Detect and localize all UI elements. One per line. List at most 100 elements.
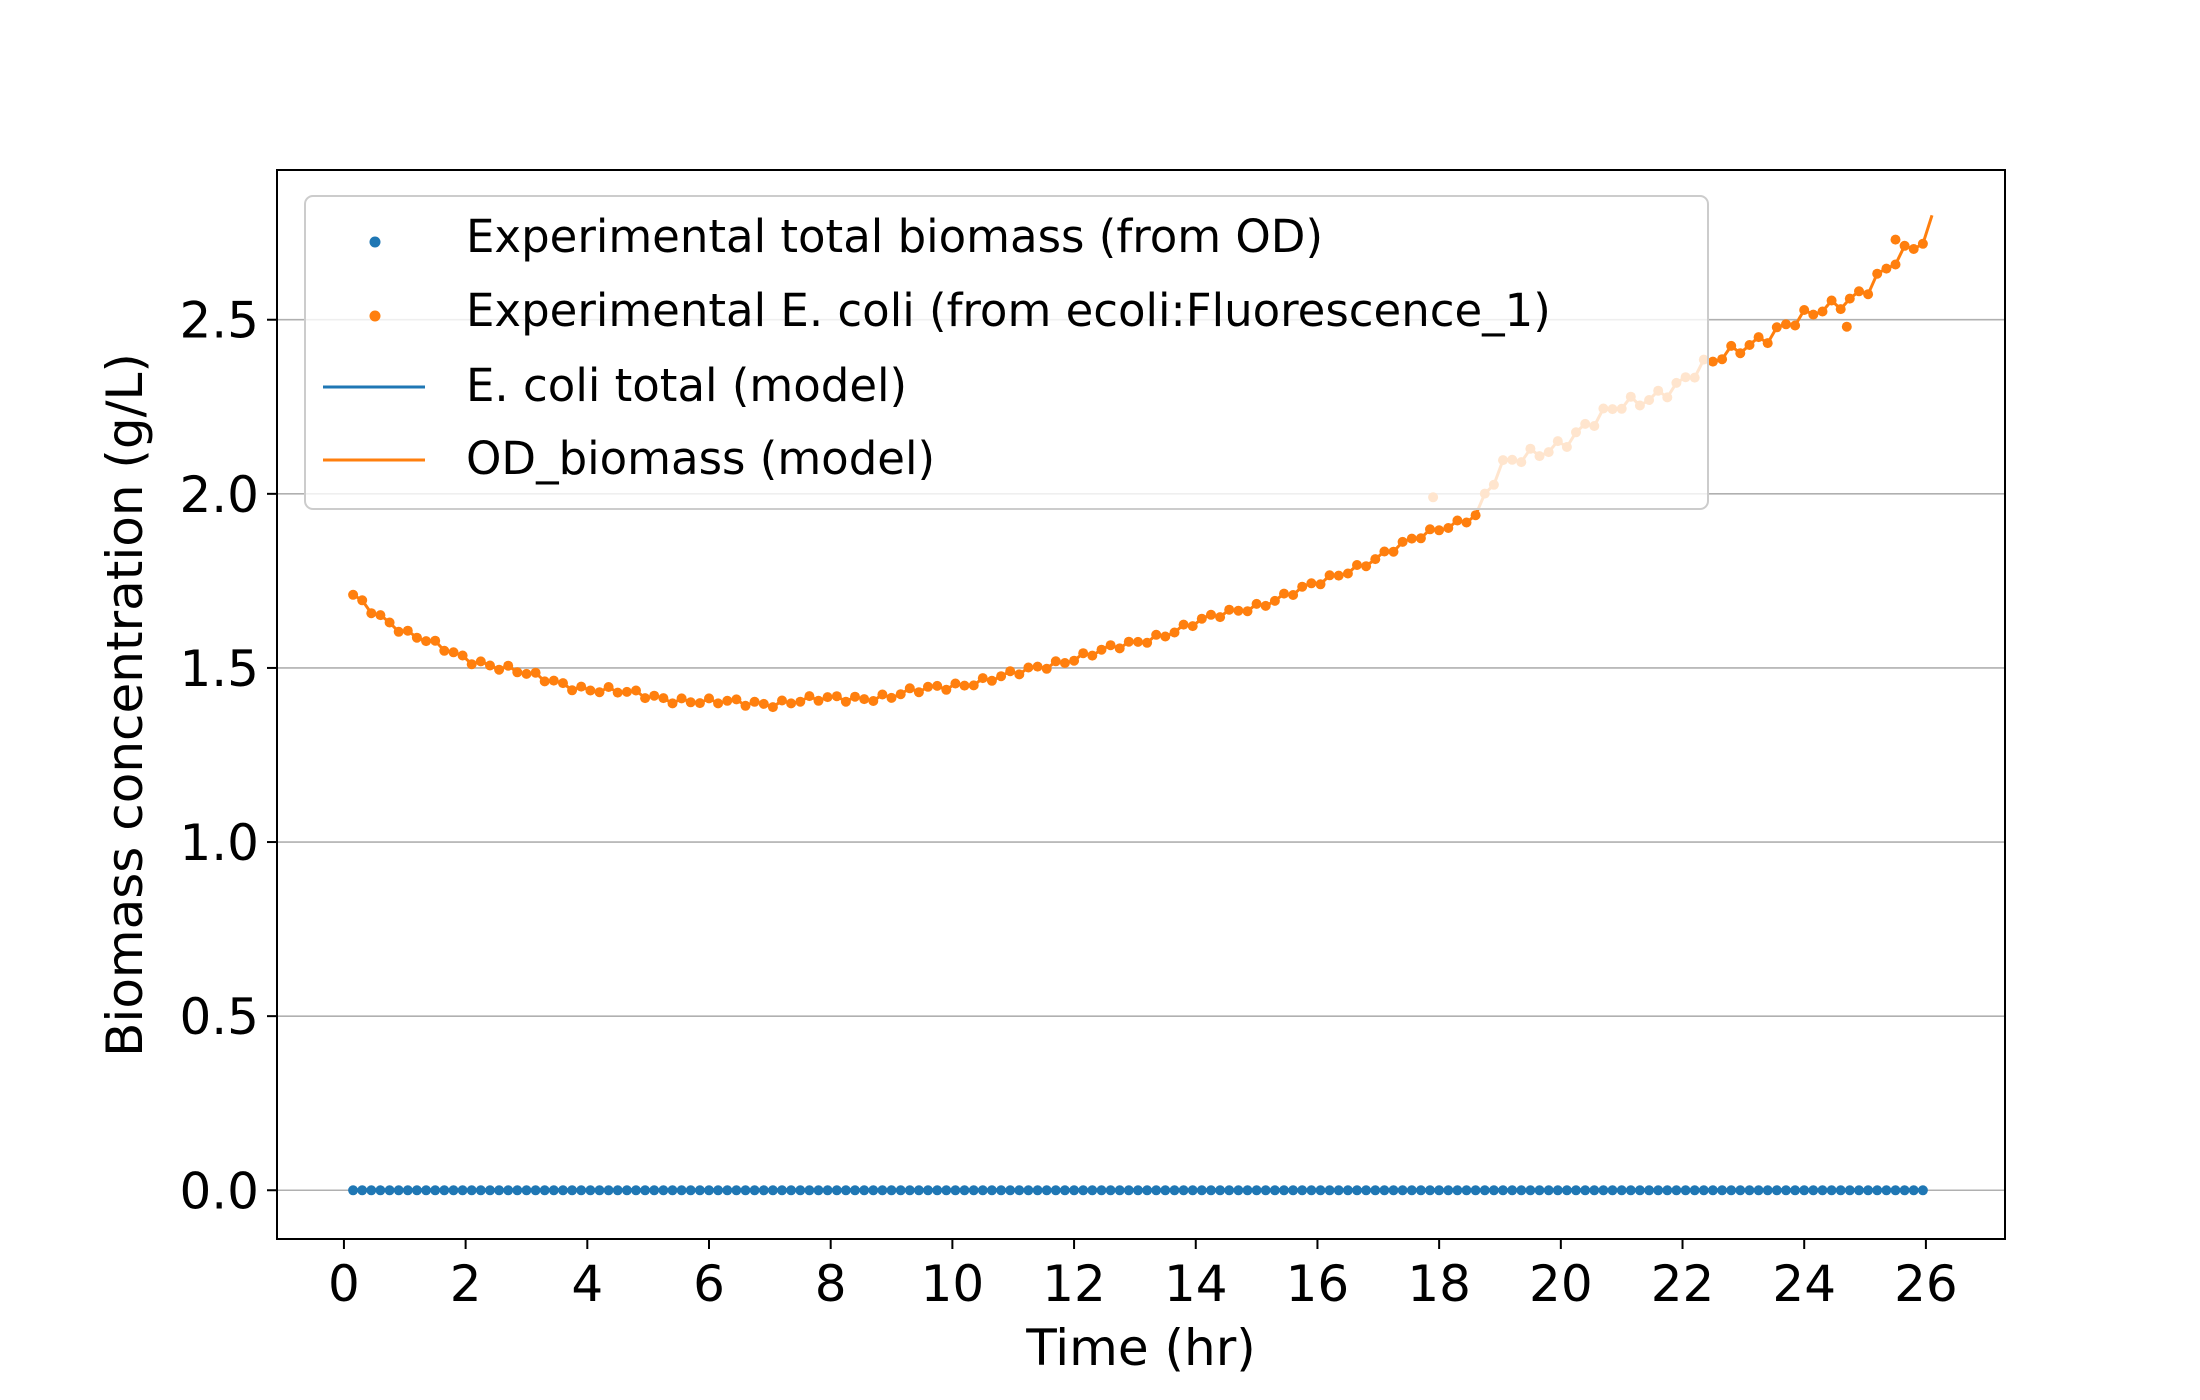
od-scatter-point [1698, 1185, 1709, 1196]
ecoli-scatter-point [548, 675, 559, 686]
axes-frame [276, 169, 2006, 1240]
od-scatter-point [904, 1185, 915, 1196]
x-tick-label: 2 [450, 1255, 482, 1313]
ecoli-scatter-point [658, 693, 669, 704]
x-tick-label: 4 [571, 1255, 603, 1313]
ecoli-scatter-point [1151, 629, 1162, 640]
od-scatter-point [923, 1185, 933, 1196]
od-scatter-point [448, 1185, 459, 1196]
od-scatter-point [1771, 1185, 1782, 1196]
od-scatter-point [1196, 1185, 1207, 1196]
od-scatter-point [1023, 1185, 1034, 1196]
od-scatter-point [1032, 1185, 1043, 1196]
od-scatter-point [1589, 1185, 1600, 1196]
od-scatter-point [676, 1185, 687, 1196]
ecoli-scatter-point [1388, 546, 1399, 557]
od-scatter-point [1844, 1185, 1855, 1196]
od-scatter-point [1260, 1185, 1271, 1196]
ecoli-scatter-point [430, 635, 441, 646]
od-scatter-point [1516, 1185, 1527, 1196]
od-scatter-point [950, 1185, 961, 1196]
od-scatter-point [1854, 1185, 1864, 1196]
ecoli-scatter-point [576, 681, 587, 692]
ecoli-scatter-point [813, 695, 824, 706]
ecoli-scatter-point [348, 589, 359, 600]
ecoli-scatter-point [466, 659, 477, 670]
od-scatter-point [348, 1185, 359, 1196]
od-scatter-point [1342, 1185, 1353, 1196]
legend-label-od-model: OD_biomass (model) [466, 432, 935, 485]
od-scatter-point [1133, 1185, 1143, 1196]
od-scatter-point [1379, 1185, 1390, 1196]
od-scatter-point [840, 1185, 851, 1196]
od-scatter-point [366, 1185, 377, 1196]
od-scatter-point [1625, 1185, 1636, 1196]
ecoli-scatter-point [749, 696, 760, 707]
ecoli-scatter-point [530, 667, 541, 678]
x-tick-label: 18 [1407, 1255, 1471, 1313]
ecoli-scatter-point [1707, 356, 1718, 367]
ecoli-scatter-point [1279, 588, 1289, 599]
ecoli-scatter-point [411, 632, 422, 643]
ecoli-scatter-point [631, 685, 641, 696]
ecoli-scatter-point [804, 691, 815, 702]
od-scatter-point [1233, 1185, 1244, 1196]
ecoli-scatter-point [1014, 669, 1025, 680]
ecoli-scatter-point [740, 700, 751, 711]
od-scatter-point [1123, 1185, 1134, 1196]
ecoli-scatter-point [1899, 240, 1910, 251]
ecoli-scatter-point [1863, 289, 1874, 300]
od-scatter-point [503, 1185, 514, 1196]
od-scatter-point [886, 1185, 897, 1196]
ecoli-scatter-point [1844, 293, 1855, 304]
od-scatter-point [1069, 1185, 1080, 1196]
od-scatter-point [777, 1185, 787, 1196]
od-scatter-point [1452, 1185, 1463, 1196]
od-scatter-point [1507, 1185, 1518, 1196]
od-scatter-point [1206, 1185, 1216, 1196]
ecoli-scatter-point [986, 675, 997, 686]
ecoli-scatter-point [594, 687, 605, 698]
od-scatter-point [640, 1185, 651, 1196]
x-tick-label: 24 [1772, 1255, 1836, 1313]
y-tick-label: 1.5 [179, 640, 259, 698]
od-scatter-point [558, 1185, 568, 1196]
legend-label-od-scatter: Experimental total biomass (from OD) [466, 210, 1323, 263]
ecoli-scatter-point [1260, 600, 1271, 611]
ecoli-scatter-point [1142, 637, 1153, 648]
od-scatter-point [685, 1185, 696, 1196]
od-scatter-point [740, 1185, 751, 1196]
ecoli-scatter-point [1023, 662, 1034, 673]
od-scatter-point [1890, 1185, 1901, 1196]
od-scatter-point [1370, 1185, 1381, 1196]
y-axis-label: Biomass concentration (g/L) [96, 353, 154, 1057]
ecoli-scatter-point [996, 671, 1007, 682]
ecoli-scatter-point [1735, 348, 1746, 359]
ecoli-scatter-point [521, 668, 532, 679]
ecoli-scatter-point [1160, 631, 1171, 642]
od-scatter-point [1087, 1185, 1098, 1196]
ecoli-scatter-point [448, 647, 459, 658]
od-scatter-point [1050, 1185, 1061, 1196]
y-tick-label: 2.5 [179, 292, 259, 350]
od-scatter-point [1671, 1185, 1682, 1196]
ecoli-scatter-point [485, 660, 495, 671]
od-scatter-point [941, 1185, 952, 1196]
od-scatter-point [539, 1185, 550, 1196]
ecoli-scatter-point [840, 696, 851, 707]
ecoli-scatter-point [1087, 650, 1098, 661]
ecoli-scatter-point [950, 678, 961, 689]
od-scatter-point [986, 1185, 997, 1196]
ecoli-scatter-point [1790, 320, 1801, 331]
ecoli-scatter-point [1443, 523, 1454, 533]
od-scatter-point [877, 1185, 888, 1196]
ecoli-scatter-point [694, 698, 705, 709]
od-scatter-point [977, 1185, 988, 1196]
od-scatter-point [1735, 1185, 1746, 1196]
od-scatter-point [1306, 1185, 1317, 1196]
od-scatter-point [1680, 1185, 1691, 1196]
od-scatter-point [667, 1185, 678, 1196]
od-scatter-point [859, 1185, 870, 1196]
od-scatter-point [402, 1185, 413, 1196]
od-scatter-point [1479, 1185, 1490, 1196]
